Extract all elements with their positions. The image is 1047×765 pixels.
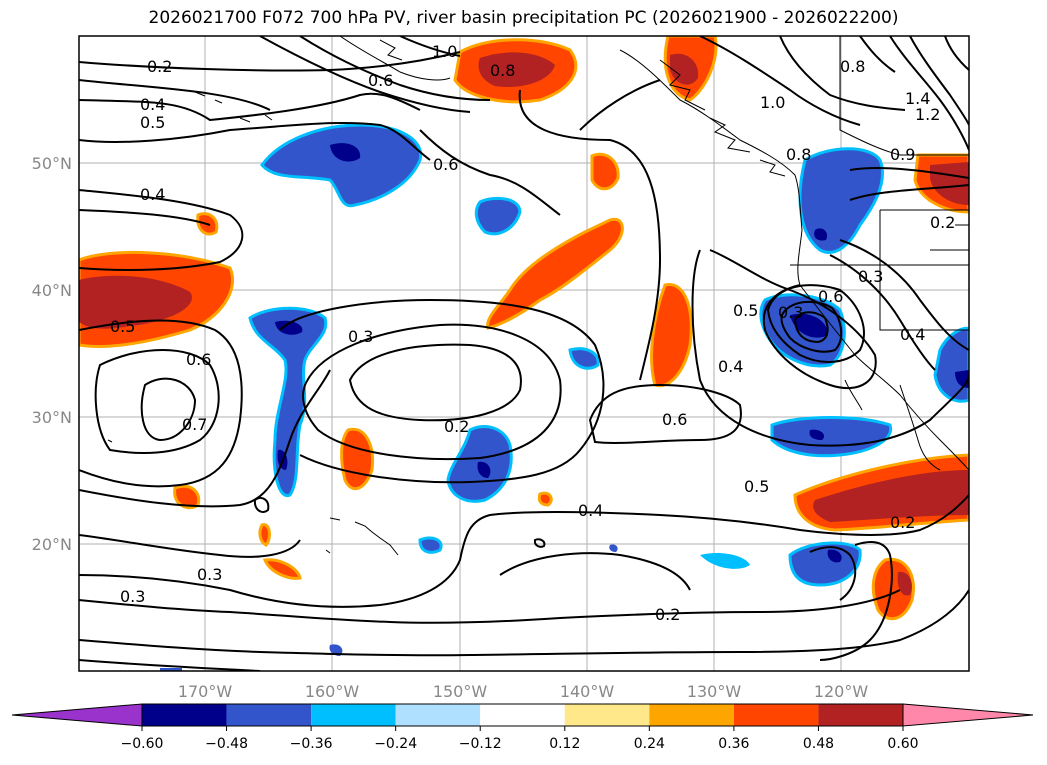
longitude-labels: 170°W 160°W 150°W 140°W 130°W 120°W <box>178 682 869 701</box>
colorbar-segment <box>311 704 396 726</box>
colorbar-segment <box>649 704 734 726</box>
contour-label: 1.4 <box>905 89 930 108</box>
contour-label: 0.4 <box>900 325 925 344</box>
contour-label: 0.6 <box>818 287 843 306</box>
contour-label: 0.6 <box>368 71 393 90</box>
contour-label: 0.7 <box>182 415 207 434</box>
lon-label: 150°W <box>433 682 488 701</box>
contour-label: 0.3 <box>858 267 883 286</box>
contour-label: 0.4 <box>140 185 165 204</box>
contour-label: 0.9 <box>890 145 915 164</box>
contour-label: 0.8 <box>490 61 515 80</box>
contour-label: 1.2 <box>915 105 940 124</box>
contour-label: 0.2 <box>890 513 915 532</box>
colorbar-tick-label: −0.24 <box>374 736 417 752</box>
contour-label: 0.6 <box>662 410 687 429</box>
map-title: 2026021700 F072 700 hPa PV, river basin … <box>148 8 899 28</box>
latitude-labels: 50°N 40°N 30°N 20°N <box>32 154 72 554</box>
contour-label: 0.2 <box>930 213 955 232</box>
colorbar-tick-label: 0.36 <box>718 736 749 752</box>
colorbar-segment <box>480 704 565 726</box>
lat-label: 20°N <box>32 535 72 554</box>
colorbar-tick-label: 0.48 <box>803 736 834 752</box>
colorbar-segment <box>733 704 819 726</box>
colorbar-tick-label: 0.12 <box>549 736 580 752</box>
colorbar-segment <box>226 704 312 726</box>
lon-label: 130°W <box>687 682 742 701</box>
contour-label: 0.3 <box>197 565 222 584</box>
contour-label: 0.5 <box>110 317 135 336</box>
colorbar: −0.60 −0.48 −0.36 −0.24 −0.12 0.12 0.24 0.36 0.4… <box>11 703 1034 752</box>
colorbar-tick-label: −0.12 <box>459 736 502 752</box>
contour-label: 0.5 <box>733 301 758 320</box>
colorbar-tick-label: −0.48 <box>205 736 248 752</box>
lon-label: 120°W <box>814 682 869 701</box>
colorbar-tick-label: −0.36 <box>290 736 333 752</box>
contour-label: 0.3 <box>778 303 803 322</box>
lon-label: 140°W <box>560 682 615 701</box>
colorbar-tick-label: 0.24 <box>634 736 665 752</box>
coastlines <box>107 36 969 556</box>
map-frame <box>78 35 970 672</box>
colorbar-arrow-low <box>11 703 143 727</box>
contour-label: 0.3 <box>120 587 145 606</box>
contour-label: 1.0 <box>760 93 785 112</box>
lat-label: 30°N <box>32 408 72 427</box>
contour-label: 0.5 <box>140 113 165 132</box>
contour-label: 0.2 <box>655 605 680 624</box>
contour-labels: 0.2 0.4 0.5 0.4 1.0 0.6 0.8 1.0 0.8 1.4 … <box>110 42 955 624</box>
colorbar-segment <box>818 704 903 726</box>
colorbar-arrow-high <box>902 703 1034 727</box>
colorbar-frame <box>141 703 904 727</box>
negative-anomaly-areas <box>160 123 969 671</box>
pv-contours <box>79 36 969 671</box>
contour-label: 1.0 <box>432 42 457 61</box>
lon-label: 170°W <box>178 682 233 701</box>
contour-label: 0.4 <box>578 501 603 520</box>
lat-label: 50°N <box>32 154 72 173</box>
contour-label: 0.5 <box>744 477 769 496</box>
colorbar-segment <box>142 704 227 726</box>
contour-label: 0.3 <box>348 327 373 346</box>
contour-label: 0.2 <box>444 417 469 436</box>
colorbar-tick-label: 0.60 <box>887 736 918 752</box>
lat-label: 40°N <box>32 281 72 300</box>
contour-label: 0.4 <box>140 95 165 114</box>
contour-label: 0.6 <box>433 155 458 174</box>
colorbar-segment <box>395 704 481 726</box>
colorbar-tick-label: −0.60 <box>121 736 164 752</box>
contour-label: 0.6 <box>186 350 211 369</box>
contour-label: 0.4 <box>718 357 743 376</box>
lon-label: 160°W <box>305 682 360 701</box>
colorbar-segment <box>564 704 650 726</box>
contour-label: 0.2 <box>147 57 172 76</box>
contour-label: 0.8 <box>786 145 811 164</box>
positive-anomaly-areas <box>79 36 969 621</box>
contour-label: 0.8 <box>840 57 865 76</box>
